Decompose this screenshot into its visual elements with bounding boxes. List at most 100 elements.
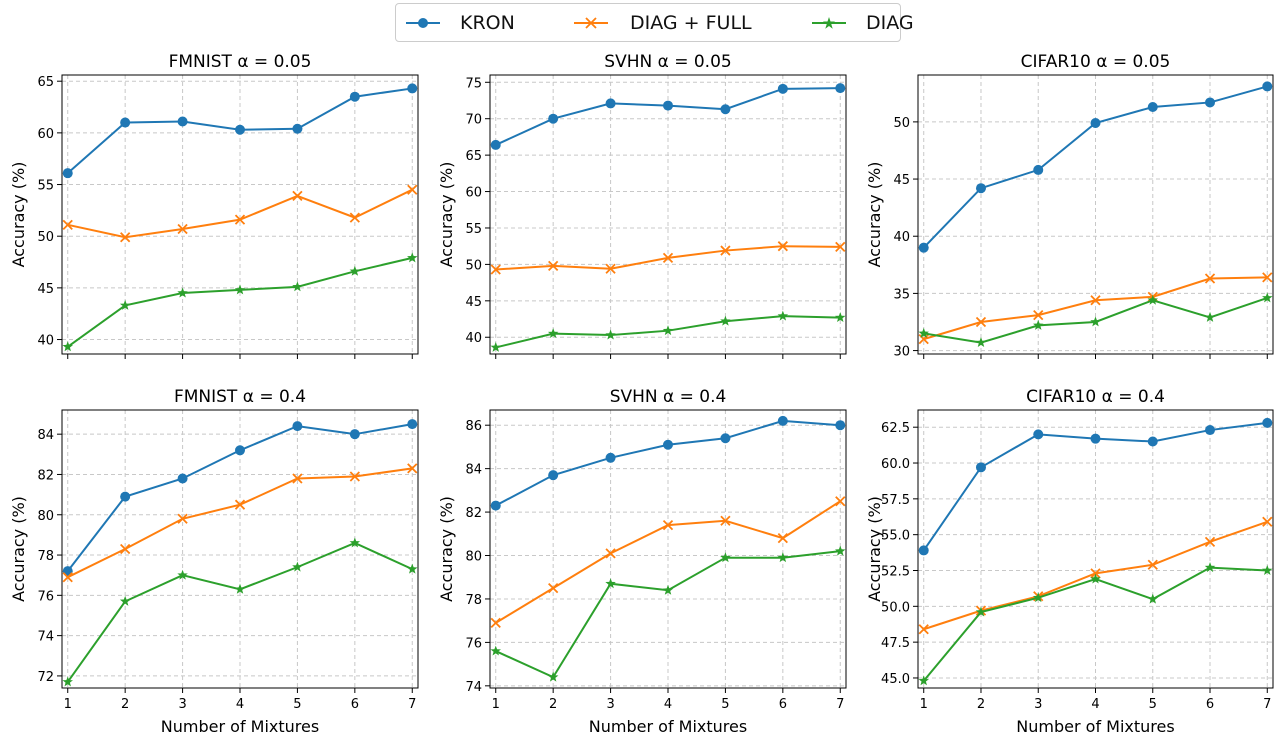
point-kron bbox=[1033, 164, 1044, 175]
point-kron bbox=[975, 462, 986, 473]
point-diag bbox=[1147, 294, 1158, 305]
point-kron bbox=[835, 83, 846, 94]
plot-frame bbox=[489, 74, 847, 355]
point-diag bbox=[119, 595, 131, 606]
point-kron bbox=[407, 83, 418, 94]
panel-6: 1 2 3 4 5 6 7 45.0 47.5 50.0 52.5 55.0 57.5 60.0 62.5 C… bbox=[865, 387, 1274, 736]
point-diag-full bbox=[234, 214, 246, 225]
point-diag bbox=[835, 312, 846, 323]
x-tick-label: 6 bbox=[351, 697, 359, 712]
point-diag bbox=[234, 284, 246, 295]
panel-3: 30 35 40 45 50 CIFAR10 α = 0.05 Accuracy (%) bbox=[865, 52, 1274, 360]
point-diag-full bbox=[1204, 536, 1216, 547]
point-kron bbox=[120, 117, 131, 128]
point-kron bbox=[1205, 97, 1216, 108]
y-tick-label: 82 bbox=[37, 468, 54, 483]
y-tick-label: 40 bbox=[893, 230, 910, 245]
point-kron bbox=[918, 545, 929, 556]
point-kron bbox=[349, 429, 360, 440]
point-diag-full bbox=[349, 212, 360, 223]
y-tick-label: 74 bbox=[37, 630, 54, 645]
y-tick-label: 45 bbox=[37, 282, 54, 297]
plot-frame bbox=[917, 409, 1274, 689]
point-kron bbox=[777, 415, 788, 426]
y-tick-label: 45 bbox=[465, 295, 482, 310]
point-kron bbox=[918, 242, 929, 253]
point-diag-full bbox=[120, 232, 131, 243]
point-diag-full bbox=[835, 241, 846, 253]
point-diag bbox=[490, 341, 501, 352]
point-kron bbox=[235, 124, 245, 135]
y-tick-label: 47.5 bbox=[881, 636, 910, 651]
point-diag-full bbox=[662, 252, 674, 263]
point-kron bbox=[975, 183, 986, 194]
point-diag-full bbox=[407, 184, 418, 195]
series-line-diag bbox=[66, 541, 413, 683]
x-tick-label: 4 bbox=[1091, 697, 1099, 712]
x-tick-label: 2 bbox=[977, 697, 985, 712]
point-diag bbox=[349, 537, 361, 548]
y-axis-label: Accuracy (%) bbox=[865, 496, 884, 602]
y-tick-label: 40 bbox=[37, 334, 54, 349]
point-kron bbox=[407, 419, 418, 430]
point-diag bbox=[234, 583, 246, 594]
point-diag-full bbox=[662, 519, 674, 531]
y-tick-label: 75 bbox=[465, 76, 482, 91]
point-diag-full bbox=[177, 513, 188, 524]
legend: KRON DIAG + FULL DIAG bbox=[395, 3, 914, 42]
y-tick-label: 70 bbox=[465, 113, 482, 128]
point-diag bbox=[605, 578, 616, 589]
point-diag bbox=[662, 325, 674, 336]
y-tick-label: 80 bbox=[37, 509, 54, 524]
point-diag-full bbox=[349, 471, 360, 482]
x-tick-label: 2 bbox=[549, 697, 557, 712]
point-diag-full bbox=[918, 624, 929, 635]
legend-label-kron: KRON bbox=[460, 12, 515, 34]
legend-swatch-diag bbox=[812, 17, 846, 29]
point-diag-full bbox=[1033, 309, 1044, 321]
x-tick-label: 4 bbox=[236, 697, 244, 712]
point-kron bbox=[548, 470, 559, 481]
point-diag bbox=[662, 584, 674, 595]
legend-swatch-kron bbox=[406, 18, 440, 28]
point-diag-full bbox=[292, 190, 303, 202]
y-tick-label: 57.5 bbox=[881, 493, 910, 508]
x-tick-label: 3 bbox=[178, 697, 186, 712]
point-kron bbox=[490, 500, 501, 511]
point-diag-full bbox=[292, 473, 303, 484]
y-tick-label: 50 bbox=[893, 116, 910, 131]
point-kron bbox=[177, 473, 188, 484]
chart-title: SVHN α = 0.4 bbox=[610, 387, 727, 407]
legend-label-diag: DIAG bbox=[866, 12, 914, 34]
point-kron bbox=[1147, 436, 1158, 447]
point-diag-full bbox=[548, 260, 559, 271]
point-diag-full bbox=[835, 496, 846, 507]
point-diag bbox=[177, 569, 188, 580]
chart-title: SVHN α = 0.05 bbox=[604, 52, 731, 72]
point-kron bbox=[292, 421, 303, 432]
x-tick-label: 5 bbox=[721, 697, 729, 712]
point-diag bbox=[547, 671, 559, 682]
point-kron bbox=[663, 439, 673, 450]
y-axis-label: Accuracy (%) bbox=[9, 496, 28, 602]
panel-1: 40 45 50 55 60 65 FMNIST α = 0.05 Accuracy (%) bbox=[9, 52, 419, 359]
point-kron bbox=[1262, 81, 1273, 92]
point-diag bbox=[975, 337, 987, 348]
point-diag bbox=[918, 327, 929, 338]
y-tick-label: 60 bbox=[465, 186, 482, 201]
x-axis-label: Number of Mixtures bbox=[161, 717, 319, 736]
point-diag bbox=[1090, 316, 1101, 327]
point-diag-full bbox=[975, 316, 987, 328]
point-diag bbox=[777, 552, 789, 563]
point-diag-full bbox=[490, 617, 501, 628]
point-kron bbox=[1090, 118, 1101, 129]
y-tick-label: 78 bbox=[37, 549, 54, 564]
point-diag bbox=[1204, 562, 1216, 573]
y-tick-label: 55 bbox=[37, 179, 54, 194]
x-tick-label: 1 bbox=[64, 697, 72, 712]
point-diag-full bbox=[1262, 272, 1273, 283]
point-diag bbox=[547, 328, 559, 339]
y-tick-label: 60.0 bbox=[881, 457, 910, 472]
point-kron bbox=[548, 113, 559, 124]
y-tick-label: 84 bbox=[465, 463, 482, 478]
